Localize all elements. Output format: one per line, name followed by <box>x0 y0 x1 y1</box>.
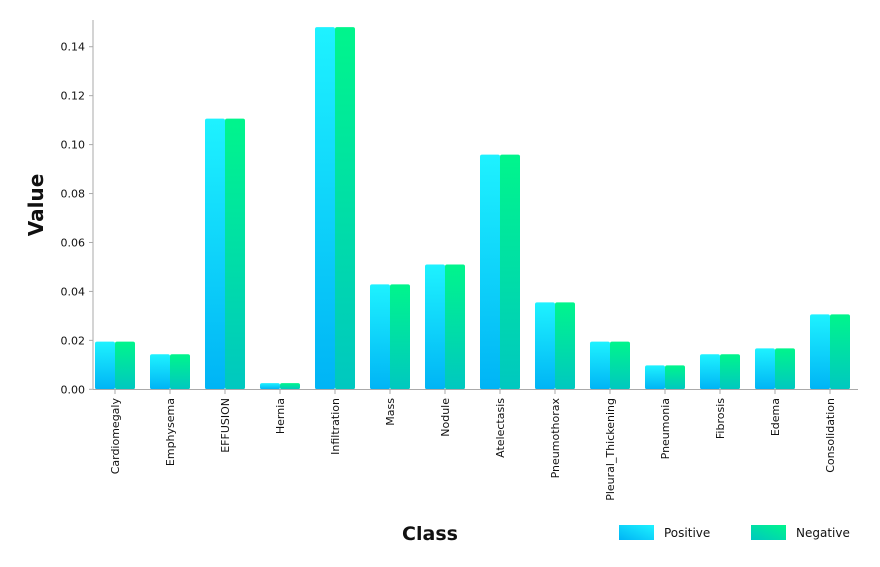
x-tick-label: Consolidation <box>824 398 837 473</box>
bar-negative-nodule <box>445 264 465 390</box>
bar-positive-cardiomegaly <box>95 341 115 390</box>
legend-swatch-positive <box>619 525 654 540</box>
y-tick-label: 0.06 <box>61 236 86 249</box>
x-tick-label: Fibrosis <box>714 398 727 439</box>
bar-positive-edema <box>755 348 775 390</box>
bar-negative-consolidation <box>830 314 850 390</box>
x-tick-label: EFFUSION <box>219 398 232 453</box>
legend: Positive Negative <box>619 525 850 540</box>
bar-positive-mass <box>370 284 390 390</box>
bar-positive-fibrosis <box>700 354 720 390</box>
y-tick-label: 0.12 <box>61 90 86 103</box>
bar-negative-pneumothorax <box>555 302 575 390</box>
bar-positive-pneumonia <box>645 365 665 390</box>
x-axis-label: Class <box>402 523 458 545</box>
x-tick-label: Pneumonia <box>659 398 672 459</box>
y-axis-label: Value <box>24 174 48 237</box>
bar-positive-infiltration <box>315 27 335 390</box>
bar-positive-nodule <box>425 264 445 390</box>
x-tick-label: Mass <box>384 398 397 426</box>
bar-positive-pleural_thickening <box>590 341 610 390</box>
x-tick-label: Hernia <box>274 398 287 434</box>
x-tick-label: Atelectasis <box>494 398 507 458</box>
bar-negative-emphysema <box>170 354 190 390</box>
y-tick-label: 0.04 <box>61 285 86 298</box>
x-tick-label: Nodule <box>439 398 452 437</box>
x-tick-label: Emphysema <box>164 398 177 466</box>
bar-positive-atelectasis <box>480 154 500 390</box>
bar-positive-consolidation <box>810 314 830 390</box>
bar-negative-fibrosis <box>720 354 740 390</box>
x-tick-label: Pleural_Thickening <box>604 398 617 501</box>
bar-positive-pneumothorax <box>535 302 555 390</box>
x-tick-label: Edema <box>769 398 782 436</box>
y-tick-label: 0.00 <box>61 383 86 396</box>
x-tick-label: Cardiomegaly <box>109 398 122 475</box>
bar-negative-pneumonia <box>665 365 685 390</box>
y-tick-label: 0.02 <box>61 334 86 347</box>
bar-positive-effusion <box>205 118 225 390</box>
legend-label-negative: Negative <box>796 526 850 540</box>
bar-negative-pleural_thickening <box>610 341 630 390</box>
y-tick-label: 0.10 <box>61 139 86 152</box>
x-tick-label: Infiltration <box>329 398 342 455</box>
bar-negative-atelectasis <box>500 154 520 390</box>
bar-negative-hernia <box>280 383 300 390</box>
bar-negative-infiltration <box>335 27 355 390</box>
x-tick-label: Pneumothorax <box>549 398 562 479</box>
bar-negative-mass <box>390 284 410 390</box>
y-tick-label: 0.08 <box>61 188 86 201</box>
y-tick-label: 0.14 <box>61 41 86 54</box>
legend-label-positive: Positive <box>664 526 710 540</box>
bar-negative-edema <box>775 348 795 390</box>
bar-positive-hernia <box>260 383 280 390</box>
bar-positive-emphysema <box>150 354 170 390</box>
bar-negative-cardiomegaly <box>115 341 135 390</box>
bar-negative-effusion <box>225 118 245 390</box>
legend-swatch-negative <box>751 525 786 540</box>
